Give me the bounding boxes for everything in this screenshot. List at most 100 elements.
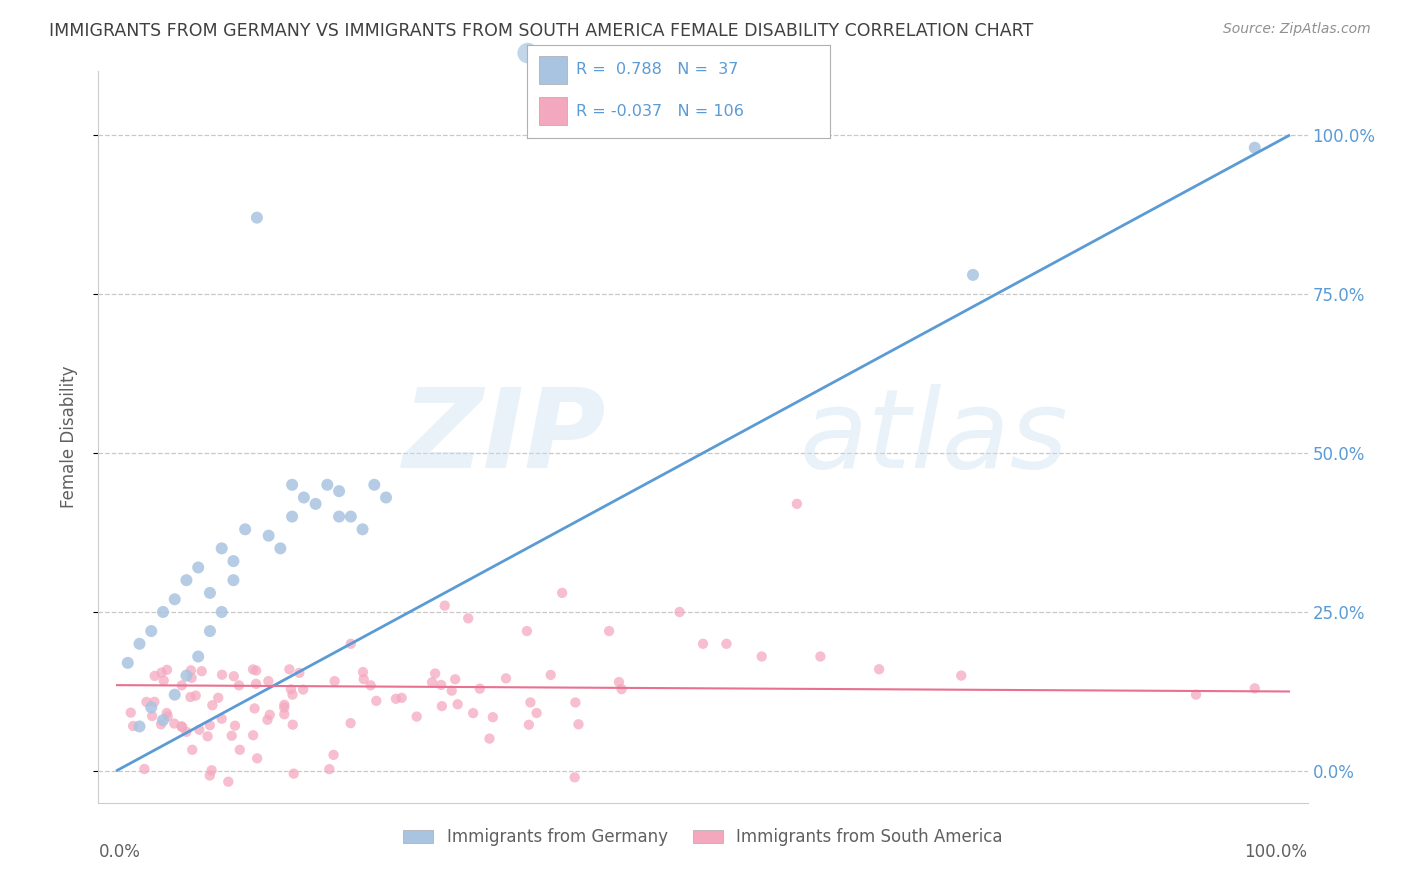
Point (567, 717, 589, 731)
Point (152, 673, 174, 688)
Point (269, 541, 291, 556)
Point (516, 624, 538, 638)
Point (551, 586, 574, 600)
Point (242, 728, 264, 742)
FancyBboxPatch shape (540, 97, 567, 125)
Point (482, 710, 505, 724)
Point (207, 690, 229, 705)
Point (430, 699, 453, 714)
Point (278, 662, 301, 676)
Point (176, 573, 198, 587)
Point (366, 694, 388, 708)
Point (256, 713, 278, 727)
Point (190, 664, 212, 678)
Point (322, 747, 344, 762)
FancyBboxPatch shape (540, 56, 567, 84)
Point (446, 698, 468, 712)
Point (288, 665, 311, 680)
Point (526, 706, 548, 720)
Point (391, 690, 413, 705)
Point (259, 707, 281, 722)
Point (187, 560, 209, 574)
Point (751, 649, 773, 664)
Text: atlas: atlas (800, 384, 1069, 491)
Point (281, 717, 304, 731)
Point (668, 605, 690, 619)
Point (176, 724, 198, 739)
Point (405, 709, 427, 723)
Point (176, 668, 198, 682)
Point (170, 678, 193, 692)
Point (304, 497, 326, 511)
Point (257, 529, 280, 543)
Point (808, 649, 831, 664)
Point (1185, 688, 1208, 702)
Point (197, 729, 219, 743)
Point (152, 713, 174, 727)
Point (229, 743, 252, 757)
Point (423, 666, 446, 681)
Point (363, 477, 385, 491)
Point (444, 673, 467, 687)
Point (221, 729, 243, 743)
Point (228, 678, 250, 692)
Point (457, 611, 479, 625)
Point (246, 751, 269, 765)
Point (156, 706, 179, 720)
Point (122, 719, 145, 733)
Point (156, 663, 179, 677)
Point (150, 665, 173, 680)
Point (519, 695, 541, 709)
Point (273, 698, 295, 712)
Point (180, 671, 202, 685)
Point (163, 592, 186, 607)
Point (950, 668, 973, 682)
Text: Source: ZipAtlas.com: Source: ZipAtlas.com (1223, 22, 1371, 37)
Point (540, 668, 562, 682)
Text: 100.0%: 100.0% (1244, 843, 1308, 861)
Point (786, 497, 808, 511)
Point (242, 662, 264, 676)
Point (211, 541, 233, 556)
Point (463, 706, 485, 720)
Point (201, 764, 224, 778)
Point (607, 675, 630, 690)
Point (339, 716, 361, 731)
Point (243, 701, 266, 715)
Point (328, 509, 350, 524)
Point (1243, 681, 1265, 696)
Point (692, 637, 714, 651)
Point (716, 637, 738, 651)
Point (340, 509, 363, 524)
Point (352, 522, 374, 536)
Point (179, 690, 201, 704)
Point (211, 667, 233, 681)
Point (245, 664, 267, 678)
Point (273, 707, 295, 722)
Point (163, 688, 186, 702)
Point (257, 674, 280, 689)
Point (292, 491, 315, 505)
Point (187, 649, 209, 664)
Point (128, 719, 150, 733)
Point (517, 717, 540, 731)
Text: 0.0%: 0.0% (98, 843, 141, 861)
Point (141, 709, 163, 723)
Point (188, 723, 211, 737)
Point (292, 682, 315, 697)
Point (134, 762, 156, 776)
Point (280, 682, 302, 697)
Point (433, 599, 456, 613)
Point (198, 718, 221, 732)
Point (962, 268, 984, 282)
Point (468, 681, 491, 696)
Point (245, 677, 267, 691)
Point (198, 624, 221, 638)
Point (222, 669, 245, 683)
Point (198, 768, 221, 782)
Point (222, 554, 245, 568)
Point (198, 586, 221, 600)
Point (385, 691, 408, 706)
Point (1243, 141, 1265, 155)
Text: IMMIGRANTS FROM GERMANY VS IMMIGRANTS FROM SOUTH AMERICA FEMALE DISABILITY CORRE: IMMIGRANTS FROM GERMANY VS IMMIGRANTS FR… (49, 22, 1033, 40)
